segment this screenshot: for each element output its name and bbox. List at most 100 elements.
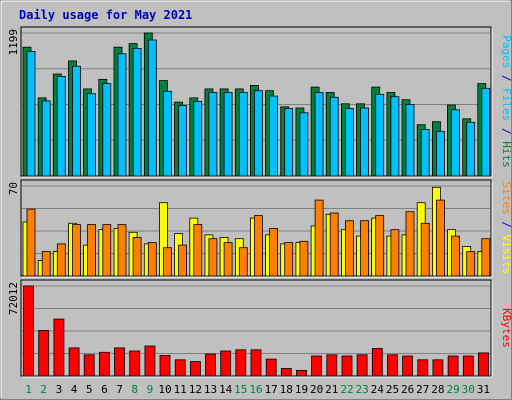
legend-top: Pages / Files / Hits — [500, 35, 512, 168]
bar-kbytes-day-5 — [83, 354, 95, 377]
bar-files-day-13 — [208, 92, 218, 177]
x-tick-label-2: 2 — [40, 383, 47, 396]
y-max-label: 70 — [7, 182, 20, 195]
y-max-label: 72012 — [7, 282, 20, 315]
bar-kbytes-day-29 — [447, 355, 459, 377]
bar-sites-day-10 — [163, 247, 172, 277]
bar-files-day-4 — [72, 65, 81, 177]
panel-bottom: 72012 KBytes — [7, 279, 512, 378]
bar-kbytes-day-31 — [477, 352, 489, 377]
bar-files-day-18 — [284, 108, 294, 177]
bar-sites-day-26 — [405, 211, 415, 277]
bar-kbytes-day-26 — [402, 355, 414, 377]
y-max-label: 1199 — [7, 29, 20, 56]
x-tick-label-14: 14 — [219, 383, 233, 396]
bar-kbytes-day-30 — [462, 355, 474, 377]
x-tick-label-20: 20 — [310, 383, 323, 396]
bar-sites-day-17 — [269, 227, 279, 277]
bar-kbytes-day-19 — [296, 369, 307, 377]
legend-entry: Pages — [500, 35, 512, 68]
x-tick-label-7: 7 — [116, 383, 123, 396]
x-tick-label-11: 11 — [174, 383, 187, 396]
bar-files-day-29 — [451, 109, 460, 177]
x-tick-label-19: 19 — [295, 383, 308, 396]
x-tick-label-18: 18 — [280, 383, 293, 396]
bar-kbytes-day-14 — [220, 350, 232, 377]
bar-sites-day-24 — [375, 215, 385, 277]
bar-sites-day-5 — [87, 224, 96, 277]
bar-sites-day-14 — [223, 242, 233, 277]
legend-middle: Sites / Visits — [500, 182, 512, 275]
bar-sites-day-12 — [193, 224, 203, 277]
bar-sites-day-13 — [208, 238, 218, 277]
bar-kbytes-day-17 — [265, 358, 277, 377]
chart-title: Daily usage for May 2021 — [19, 8, 192, 22]
x-tick-label-29: 29 — [446, 383, 459, 396]
bar-kbytes-day-12 — [189, 361, 201, 377]
x-axis-labels: 1 2 3 4 5 6 7 8 9 10 11 12 13 14 15 16 17 18 19 20 21 22 23 24 2… — [25, 383, 490, 396]
bar-kbytes-day-3 — [53, 318, 65, 377]
bar-kbytes-day-13 — [205, 353, 216, 377]
bar-kbytes-day-20 — [311, 355, 323, 377]
bar-sites-day-15 — [238, 247, 248, 277]
x-tick-label-4: 4 — [71, 383, 78, 396]
bar-sites-day-27 — [420, 222, 430, 277]
bar-files-day-9 — [147, 39, 157, 177]
bar-sites-day-23 — [360, 220, 369, 277]
x-tick-label-26: 26 — [401, 383, 414, 396]
bar-files-day-2 — [41, 100, 51, 177]
x-tick-label-13: 13 — [204, 383, 217, 396]
bar-files-day-1 — [26, 51, 36, 177]
bar-sites-day-25 — [390, 229, 400, 277]
bar-files-day-11 — [178, 105, 188, 177]
x-tick-label-10: 10 — [158, 383, 171, 396]
bar-kbytes-day-8 — [129, 350, 141, 377]
bar-files-day-19 — [299, 112, 309, 177]
x-tick-label-9: 9 — [147, 383, 154, 396]
legend-bottom: KBytes — [500, 308, 512, 348]
bar-files-day-6 — [102, 83, 112, 177]
bar-files-day-27 — [420, 129, 430, 177]
bar-kbytes-day-28 — [432, 359, 444, 377]
x-tick-label-6: 6 — [101, 383, 108, 396]
bar-kbytes-day-11 — [174, 359, 186, 377]
x-tick-label-21: 21 — [325, 383, 338, 396]
bar-kbytes-day-16 — [250, 349, 262, 377]
bar-sites-day-21 — [329, 212, 339, 277]
x-tick-label-17: 17 — [265, 383, 278, 396]
bar-kbytes-day-25 — [387, 354, 398, 377]
bar-files-day-10 — [163, 90, 172, 177]
x-tick-label-16: 16 — [249, 383, 262, 396]
panel-top: 1199 Pages / Files / Hits — [7, 26, 512, 178]
x-tick-label-1: 1 — [25, 383, 32, 396]
x-tick-label-12: 12 — [189, 383, 202, 396]
bar-sites-day-29 — [451, 235, 460, 277]
bar-files-day-15 — [238, 92, 248, 177]
bar-files-day-23 — [360, 107, 369, 177]
bar-files-day-24 — [375, 93, 385, 177]
bar-sites-day-3 — [56, 243, 66, 277]
legend-entry: / — [500, 68, 512, 88]
bar-kbytes-day-7 — [114, 347, 125, 377]
bar-sites-day-8 — [132, 236, 142, 277]
legend-entry: KBytes — [500, 308, 512, 348]
bar-sites-day-30 — [466, 251, 476, 277]
bar-files-day-28 — [435, 130, 445, 177]
x-tick-label-27: 27 — [416, 383, 429, 396]
bar-sites-day-22 — [344, 220, 354, 277]
x-tick-label-5: 5 — [86, 383, 93, 396]
x-tick-label-24: 24 — [371, 383, 385, 396]
legend-entry: Hits — [500, 141, 512, 168]
x-tick-label-25: 25 — [386, 383, 399, 396]
panel-middle: 70 Sites / Visits — [7, 179, 512, 278]
bar-kbytes-day-21 — [326, 354, 338, 377]
bar-files-day-26 — [405, 104, 415, 177]
bar-files-day-22 — [344, 108, 354, 177]
legend-entry: Sites — [500, 182, 512, 215]
legend-entry: / — [500, 121, 512, 141]
bar-files-day-3 — [56, 76, 66, 177]
x-tick-label-28: 28 — [431, 383, 444, 396]
x-tick-label-22: 22 — [340, 383, 353, 396]
bar-sites-day-16 — [253, 215, 263, 277]
x-tick-label-8: 8 — [131, 383, 138, 396]
